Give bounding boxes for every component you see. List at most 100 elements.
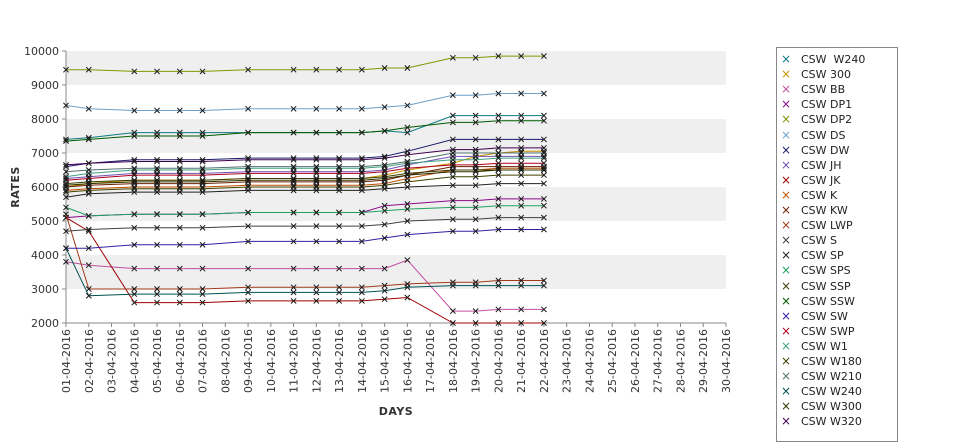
data-point — [154, 265, 160, 272]
data-point — [336, 170, 343, 177]
data-point — [199, 133, 206, 139]
data-point — [518, 282, 525, 289]
data-point — [199, 178, 206, 185]
data-point — [540, 160, 547, 167]
data-point — [63, 173, 69, 180]
legend-item: × CSW W1 — [777, 339, 897, 354]
x-tick-label: 12-04-2016 — [310, 329, 323, 393]
data-point — [449, 320, 456, 326]
data-point — [518, 112, 525, 119]
data-point — [290, 105, 297, 112]
data-point — [404, 206, 411, 213]
data-point — [358, 265, 365, 272]
data-point — [85, 262, 92, 269]
legend-marker-icon: × — [781, 52, 792, 66]
data-point — [336, 265, 343, 272]
data-point — [199, 291, 206, 298]
data-point — [472, 112, 479, 119]
data-point — [154, 107, 160, 114]
data-point — [336, 284, 343, 291]
series-line — [65, 214, 544, 290]
grid-band — [66, 187, 726, 221]
data-point — [63, 194, 69, 201]
data-point — [472, 156, 479, 163]
data-point — [540, 202, 547, 209]
data-point — [381, 65, 388, 71]
data-point — [290, 223, 297, 230]
data-point — [358, 170, 365, 177]
data-point — [63, 102, 69, 109]
data-point — [154, 291, 160, 298]
legend-label: CSW JH — [801, 158, 842, 172]
x-tick-label: 28-04-2016 — [674, 329, 687, 393]
data-point — [472, 168, 479, 175]
data-point — [336, 289, 343, 296]
data-point — [290, 156, 297, 163]
legend-item: × CSW W180 — [777, 354, 897, 369]
legend-label: CSW DP1 — [801, 98, 853, 112]
legend-marker-icon: × — [781, 248, 792, 263]
x-tick-label: 02-04-2016 — [83, 329, 96, 393]
data-point — [199, 265, 206, 272]
legend-item: × CSW LWP — [777, 218, 897, 233]
series — [63, 214, 547, 235]
data-point — [290, 289, 297, 296]
data-point — [381, 175, 388, 182]
data-point — [472, 92, 479, 99]
data-point — [336, 238, 343, 245]
data-point — [495, 160, 502, 167]
data-point — [358, 284, 365, 291]
data-point — [518, 53, 525, 60]
data-point — [313, 289, 320, 296]
data-point — [176, 299, 183, 306]
data-point — [131, 299, 138, 306]
data-point — [176, 68, 183, 75]
data-point — [495, 282, 502, 289]
legend-marker-icon: × — [781, 142, 792, 157]
data-point — [313, 209, 320, 216]
data-point — [290, 66, 297, 73]
legend-label: CSW S — [801, 234, 838, 248]
data-point — [358, 156, 365, 163]
data-point — [63, 211, 69, 218]
data-point — [85, 105, 92, 112]
legend-item: × CSW SPS — [777, 263, 897, 278]
data-point — [495, 277, 502, 284]
data-point — [154, 178, 160, 185]
data-point — [472, 204, 479, 211]
data-point — [495, 167, 502, 173]
data-point — [63, 168, 69, 175]
data-point — [449, 282, 456, 289]
data-point — [336, 129, 343, 136]
x-tick-label: 29-04-2016 — [697, 329, 710, 393]
data-point — [495, 306, 502, 313]
data-point — [176, 291, 183, 298]
x-tick-label: 04-04-2016 — [128, 329, 141, 393]
data-point — [518, 136, 525, 143]
data-point — [518, 306, 525, 313]
series-line — [65, 169, 544, 185]
chart-legend: × CSW W240 × CSW 300 × CSW BB × CSW DP1 × CSW DP2… — [776, 47, 898, 442]
series — [63, 150, 547, 175]
data-point — [176, 158, 183, 165]
data-point — [176, 286, 183, 292]
series-line — [65, 174, 544, 193]
data-point — [472, 54, 479, 61]
data-point — [381, 235, 388, 241]
data-point — [245, 129, 252, 136]
data-point — [199, 185, 206, 192]
data-point — [313, 163, 320, 170]
series-line — [65, 183, 544, 198]
data-point — [313, 156, 320, 163]
series-line — [65, 147, 544, 166]
data-point — [154, 158, 160, 165]
data-point — [313, 129, 320, 136]
data-point — [518, 195, 525, 202]
data-point — [472, 146, 479, 153]
data-point — [449, 92, 456, 99]
data-point — [176, 185, 183, 192]
legend-marker-icon: × — [781, 278, 792, 293]
x-tick-label: 06-04-2016 — [174, 329, 187, 393]
data-point — [63, 189, 69, 196]
data-point — [63, 66, 69, 73]
